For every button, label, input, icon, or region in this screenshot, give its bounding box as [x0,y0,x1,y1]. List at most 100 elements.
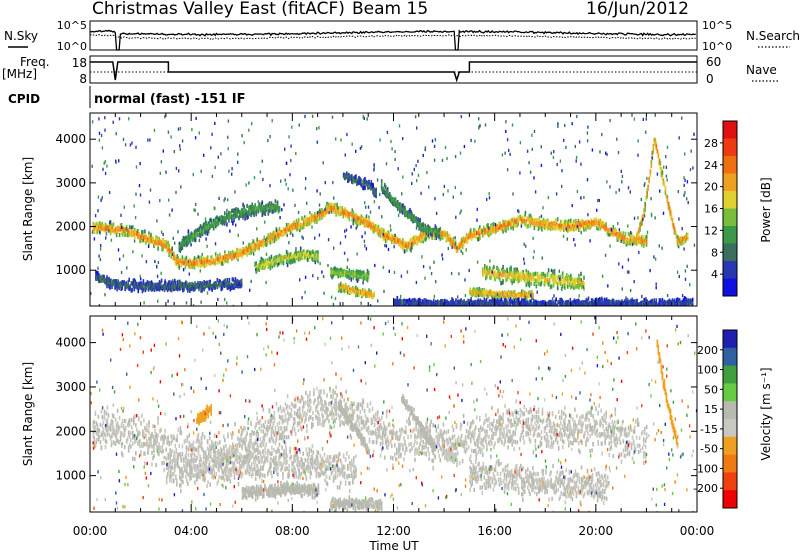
echo-cell [362,219,365,224]
echo-cell [346,288,348,293]
echo-cell [407,210,409,215]
echo-cell [361,180,363,185]
echo-cell [107,278,109,284]
echo-cell [186,235,189,240]
echo-cell [681,239,684,244]
echo-cell [343,174,346,179]
echo-cell [191,287,193,292]
echo-cell [228,218,230,223]
echo-cell [560,224,563,229]
echo-cell [269,238,272,243]
echo-cell [187,229,190,234]
echo-cell [472,232,475,237]
echo-cell [647,185,649,191]
echo-cell [594,220,596,225]
echo-cell [228,277,231,283]
echo-cell [109,281,111,286]
noise-left-tick-bottom: 10^0 [57,40,87,53]
echo-cell [358,220,361,225]
echo-cell [230,282,233,287]
echo-cell [269,240,272,245]
echo-cell [435,299,437,305]
echo-cell [366,293,368,298]
echo-cell [368,291,370,296]
echo-cell [521,270,524,275]
echo-cell [565,275,567,280]
echo-cell [262,207,265,212]
echo-cell [516,217,518,222]
echo-cell [244,208,246,213]
echo-cell [124,282,126,287]
echo-cell [140,281,143,286]
echo-cell [421,234,423,240]
echo-cell [508,290,511,296]
echo-cell [526,291,528,297]
echo-cell [367,292,369,297]
echo-cell [142,287,145,292]
echo-cell [212,223,215,228]
echo-cell [406,213,408,218]
echo-cell [188,264,191,269]
echo-cell [418,301,421,306]
echo-cell [414,298,417,303]
echo-cell [270,204,273,209]
echo-cell [436,301,438,306]
echo-cell [355,276,358,281]
echo-cell [608,229,611,234]
echo-cell [404,213,406,218]
echo-cell [210,219,213,224]
echo-cell [231,254,233,259]
echo-cell [299,222,302,227]
echo-cell [92,226,95,231]
echo-cell [436,230,439,235]
echo-cell [181,245,184,250]
echo-cell [394,303,397,306]
echo-cell [194,286,196,291]
echo-cell [636,240,639,245]
echo-cell [308,251,310,256]
echo-cell [335,267,337,272]
echo-cell [99,278,101,283]
echo-cell [417,222,419,227]
echo-cell [263,211,266,216]
echo-cell [617,231,620,236]
echo-cell [373,291,375,296]
echo-cell [415,218,417,223]
echo-cell [417,217,419,222]
echo-cell [547,223,550,228]
echo-cell [401,209,403,214]
echo-cell [273,207,276,212]
echo-cell [361,183,363,188]
echo-cell [285,260,288,265]
echo-cell [424,298,427,303]
echo-cell [264,204,267,209]
echo-cell [581,219,583,224]
echo-cell [150,232,152,237]
echo-cell [390,198,392,203]
echo-cell [363,219,366,224]
echo-cell [348,275,351,280]
echo-cell [483,289,486,294]
echo-cell [511,222,513,227]
echo-cell [277,233,280,238]
echo-cell [524,290,526,295]
echo-cell [678,239,681,244]
echo-cell [413,240,415,245]
echo-cell [536,218,539,223]
echo-cell [499,272,501,277]
echo-cell [201,263,204,268]
echo-cell [356,216,359,221]
echo-cell [236,247,238,252]
echo-cell [137,232,139,238]
echo-cell [426,233,428,238]
echo-cell [203,287,205,292]
echo-cell [232,250,234,255]
echo-cell [179,282,181,287]
echo-cell [201,229,204,234]
echo-cell [171,286,174,291]
echo-cell [282,231,285,236]
echo-cell [434,301,436,306]
echo-cell [121,232,124,237]
echo-cell [418,237,420,242]
